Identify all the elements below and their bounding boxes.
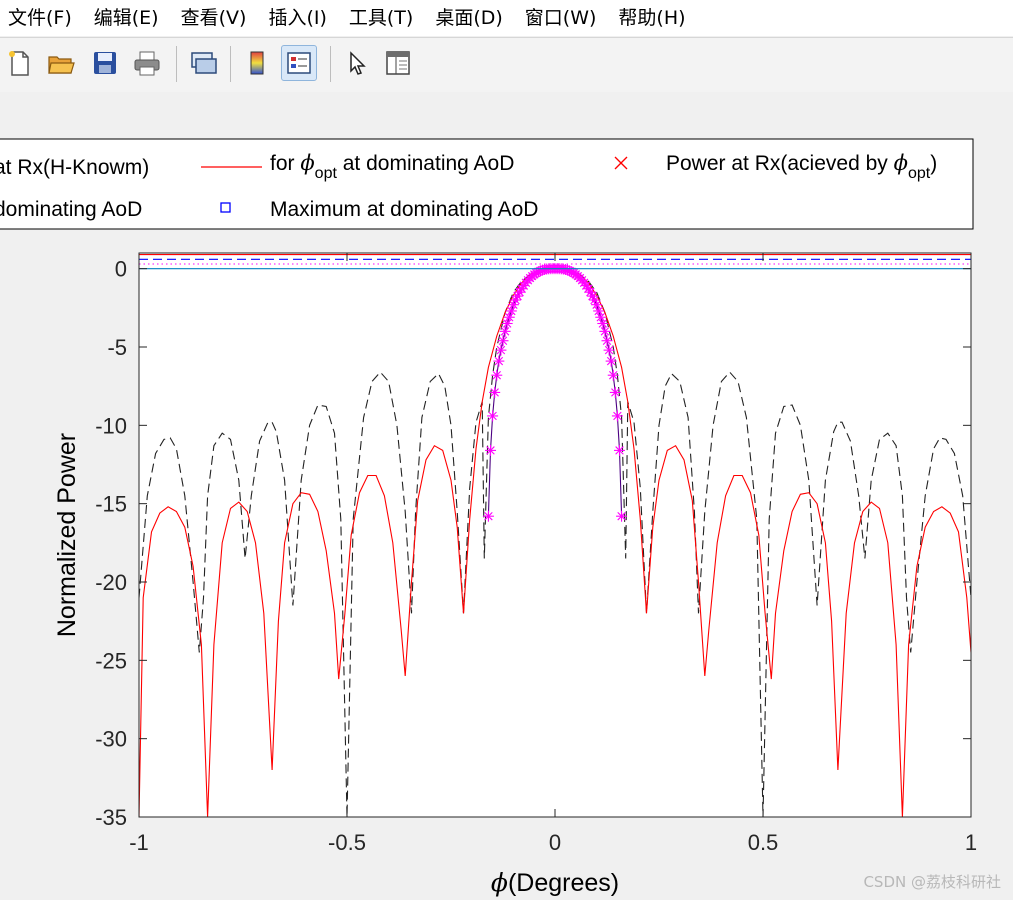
x-axis-label-text: (Degrees) — [508, 869, 619, 897]
property-inspector-icon — [386, 51, 410, 75]
y-tick-label: 0 — [115, 257, 127, 282]
series-3-point — [613, 444, 625, 456]
menu-view[interactable]: 查看(V) — [180, 7, 247, 29]
save-icon — [94, 52, 116, 74]
y-tick-label: -10 — [95, 413, 127, 438]
legend-box — [0, 138, 974, 230]
y-axis-label: Normalized Power — [53, 433, 81, 637]
series-3-point — [597, 318, 609, 329]
x-tick-label: 0 — [549, 830, 561, 855]
open-file-button[interactable] — [44, 46, 78, 80]
legend-entry-2-symbol: ϕ — [300, 151, 314, 175]
legend-entry-4-label: dominating AoD — [0, 198, 142, 221]
x-axis-label-symbol: ϕ — [491, 868, 508, 897]
edit-plot-button[interactable] — [340, 46, 374, 80]
series-layer — [139, 254, 971, 817]
toolbar-separator — [230, 46, 231, 82]
legend-entry-3-prefix: Power at Rx(acieved by — [666, 152, 894, 175]
series-3-point — [491, 369, 503, 381]
x-tick-label: 0.5 — [748, 830, 779, 855]
chart: at Rx(H-Knowm) for ϕopt at dominating Ao… — [0, 138, 977, 897]
series-3-point — [591, 299, 603, 311]
legend-entry-5-label: Maximum at dominating AoD — [270, 198, 538, 221]
legend-entry-2-suffix: at dominating AoD — [337, 152, 514, 175]
menu-bar: 文件(F) 编辑(E) 查看(V) 插入(I) 工具(T) 桌面(D) 窗口(W… — [0, 0, 1013, 36]
plot-area — [139, 253, 971, 817]
legend[interactable]: at Rx(H-Knowm) for ϕopt at dominating Ao… — [0, 138, 974, 230]
series-3-point — [607, 369, 619, 381]
series-3-point — [616, 510, 628, 522]
y-tick-label: -25 — [95, 648, 127, 673]
insert-colorbar-button[interactable] — [240, 46, 274, 80]
series-3-point — [603, 344, 615, 356]
property-inspector-button[interactable] — [381, 46, 415, 80]
menu-desktop[interactable]: 桌面(D) — [435, 7, 503, 29]
legend-entry-3-suffix: ) — [930, 152, 937, 175]
legend-entry-2-label: for ϕopt at dominating AoD — [270, 151, 514, 182]
legend-entry-3-swatch — [614, 156, 628, 170]
edit-plot-cursor-icon — [350, 51, 366, 75]
series-3-point — [487, 410, 499, 422]
insert-colorbar-icon — [250, 51, 264, 75]
link-plot-button[interactable] — [186, 46, 220, 80]
series-3-point — [599, 325, 611, 337]
print-icon — [134, 51, 160, 76]
save-button[interactable] — [88, 46, 122, 80]
legend-entry-3-sub: opt — [908, 165, 931, 182]
print-button[interactable] — [130, 46, 164, 80]
legend-entry-3-label: Power at Rx(acieved by ϕopt) — [666, 151, 937, 182]
axes: -1 -0.5 0 0.5 1 0 -5 -10 -15 -20 -25 -30 -35 — [95, 252, 977, 855]
legend-entry-2-sub: opt — [315, 165, 338, 182]
figure-toolbar — [0, 37, 1013, 93]
link-plot-icon — [191, 52, 217, 74]
toolbar-separator — [330, 46, 331, 82]
series-3-point — [589, 294, 601, 306]
figure-canvas: at Rx(H-Knowm) for ϕopt at dominating Ao… — [0, 92, 1013, 900]
series-3-point — [601, 335, 613, 347]
y-tick-label: -20 — [95, 570, 127, 595]
y-tick-label: -30 — [95, 727, 127, 752]
x-tick-label: 1 — [965, 830, 977, 855]
insert-legend-icon — [287, 52, 311, 74]
menu-edit[interactable]: 编辑(E) — [93, 7, 159, 29]
legend-entry-3-symbol: ϕ — [894, 151, 908, 175]
series-3-point — [497, 335, 509, 347]
toolbar-separator — [176, 46, 177, 82]
legend-entry-5-swatch — [220, 202, 231, 213]
menu-help[interactable]: 帮助(H) — [618, 7, 686, 29]
legend-entry-2-prefix: for — [270, 152, 300, 175]
insert-legend-button[interactable] — [281, 45, 317, 81]
menu-insert[interactable]: 插入(I) — [268, 7, 327, 29]
legend-entry-1-label: at Rx(H-Knowm) — [0, 156, 149, 179]
watermark: CSDN @荔枝科研社 — [863, 873, 1001, 891]
y-tick-label: -35 — [95, 805, 127, 830]
series-3-point — [482, 510, 494, 522]
open-file-icon — [48, 56, 75, 74]
menu-file[interactable]: 文件(F) — [8, 7, 72, 29]
series-3-point — [495, 344, 507, 356]
x-axis-label: ϕ(Degrees) — [491, 868, 619, 897]
series-3-point — [485, 444, 497, 456]
menu-window[interactable]: 窗口(W) — [524, 7, 597, 29]
series-3-point — [489, 386, 501, 398]
series-3-point — [493, 355, 505, 367]
y-tick-label: -5 — [107, 335, 127, 360]
menu-tools[interactable]: 工具(T) — [348, 7, 414, 29]
x-tick-label: -1 — [129, 830, 149, 855]
series-3-point — [605, 355, 617, 367]
new-figure-icon — [9, 51, 29, 76]
y-tick-label: -15 — [95, 492, 127, 517]
new-figure-button[interactable] — [2, 46, 36, 80]
series-3-point — [609, 386, 621, 398]
x-tick-label: -0.5 — [328, 830, 366, 855]
series-3-point — [611, 410, 623, 422]
